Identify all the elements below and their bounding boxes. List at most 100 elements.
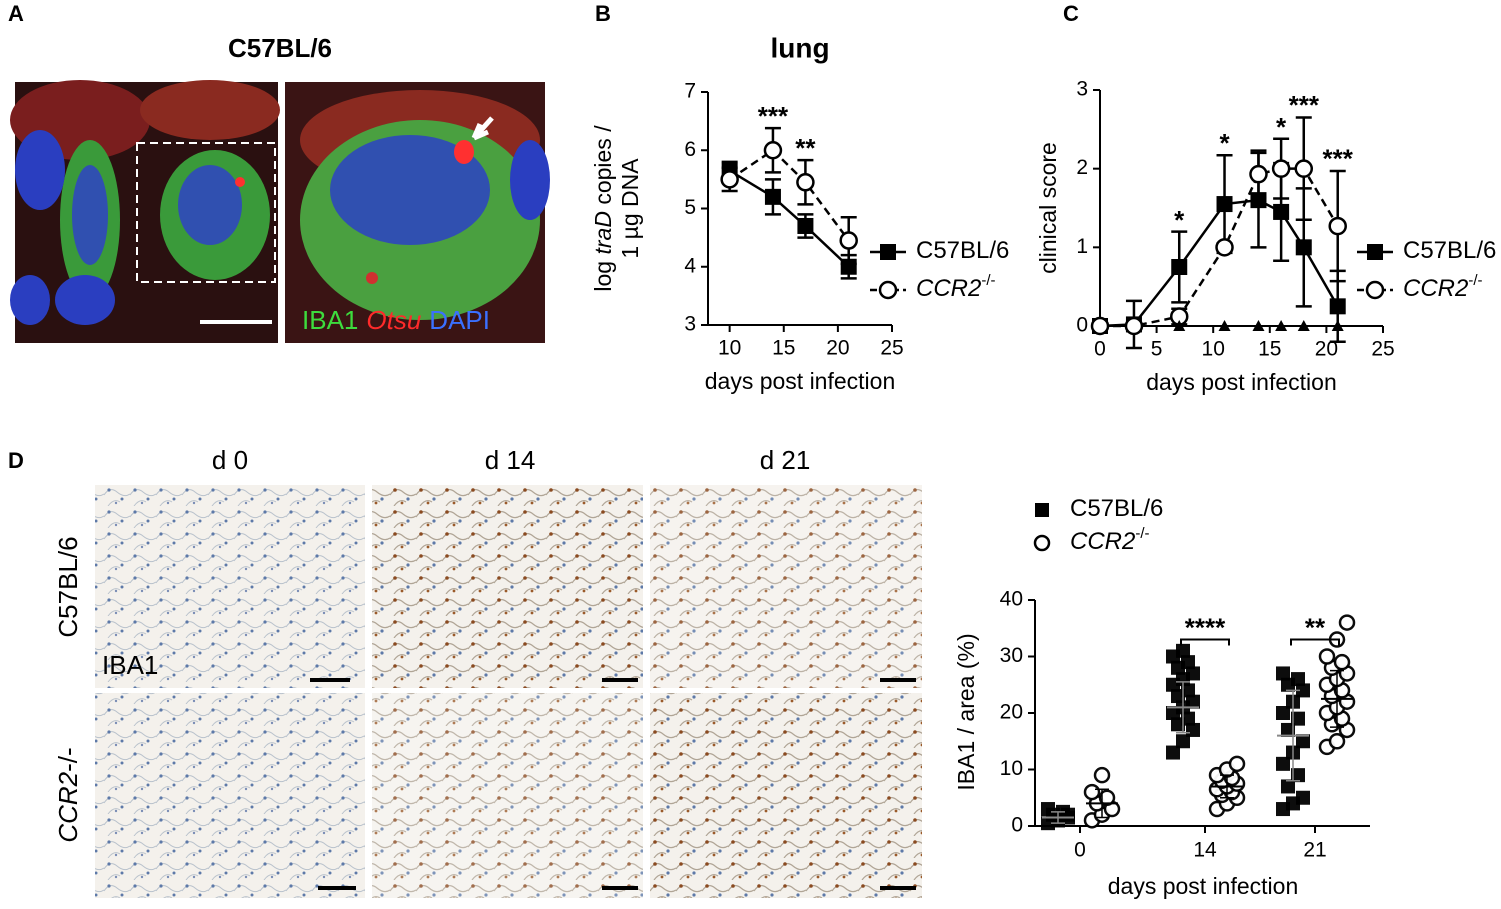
marker	[1273, 203, 1290, 220]
legend-name: CCR2	[1070, 528, 1135, 555]
row-label: C57BL/6	[53, 536, 83, 637]
x-tick-label: 15	[772, 337, 795, 360]
x-tick-label: 21	[1303, 839, 1326, 862]
x-tick-label: 20	[826, 337, 849, 360]
marker	[1271, 159, 1291, 178]
marker	[1181, 683, 1195, 698]
column-title: d 21	[760, 445, 811, 475]
marker	[1296, 683, 1310, 698]
marker	[1181, 655, 1195, 670]
y-label-part: 1 µg DNA	[617, 158, 643, 259]
legend-sup: -/-	[1468, 272, 1482, 289]
marker	[1249, 164, 1268, 184]
marker	[1098, 789, 1116, 806]
micrographs-d	[95, 485, 922, 898]
legend-label: C57BL/6	[916, 237, 1009, 264]
chart-title: lung	[770, 32, 829, 63]
y-tick-label: 1	[1076, 235, 1088, 258]
marker	[1083, 783, 1101, 801]
legend-name: C57BL/6	[1070, 495, 1163, 522]
y-tick-label: 3	[684, 313, 696, 336]
column-title: d 14	[485, 445, 536, 475]
sd-bar	[1051, 811, 1065, 824]
marker	[1296, 790, 1310, 805]
y-tick-label: 40	[1000, 588, 1023, 611]
marker	[1291, 672, 1305, 687]
marker	[763, 141, 783, 160]
marker	[1291, 711, 1305, 726]
marker	[1294, 159, 1314, 178]
legend-label: C57BL/6	[1403, 237, 1496, 264]
y-tick-label: 5	[684, 196, 696, 219]
legend-marker	[1367, 244, 1383, 260]
row-label: CCR2-/-	[53, 747, 83, 842]
y-label-part: log	[590, 255, 616, 292]
panel-letter: A	[8, 1, 24, 26]
legend-label: CCR2-/-	[1070, 525, 1150, 555]
triangle-marker	[1297, 320, 1310, 331]
legend-marker	[1365, 280, 1385, 300]
marker	[1090, 316, 1110, 336]
legend-sup: -/-	[981, 272, 995, 289]
y-axis-label: 1 µg DNA	[617, 158, 643, 259]
marker	[1329, 298, 1346, 315]
marker	[1318, 648, 1336, 665]
y-axis-label: IBA1 / area (%)	[953, 633, 979, 790]
marker	[1276, 706, 1290, 720]
row-label-part: C57BL/6	[53, 536, 83, 637]
bracket	[1180, 638, 1230, 646]
marker	[1181, 711, 1195, 726]
marker	[1124, 316, 1144, 336]
x-tick-label: 20	[1315, 338, 1338, 361]
marker	[1281, 779, 1295, 794]
legend-label: CCR2-/-	[916, 272, 996, 302]
triangle-marker	[1252, 320, 1265, 331]
y-tick-label: 4	[684, 254, 696, 277]
significance: ****	[1185, 612, 1226, 642]
x-tick-label: 0	[1074, 839, 1086, 862]
legend-label: CCR2-/-	[1403, 272, 1483, 302]
triangle-marker	[1218, 320, 1231, 331]
x-axis-label: days post infection	[1146, 369, 1337, 395]
marker	[1328, 733, 1346, 750]
y-tick-label: 2	[1076, 156, 1088, 179]
significance: *	[1276, 112, 1287, 142]
marker	[1328, 216, 1347, 236]
y-axis-label: log traD copies /	[590, 125, 616, 292]
y-tick-label: 0	[1011, 814, 1023, 837]
marker	[797, 217, 814, 234]
significance: ***	[1323, 144, 1354, 174]
marker	[1281, 722, 1295, 737]
legend-marker	[1035, 503, 1049, 517]
marker	[1186, 666, 1200, 681]
y-tick-label: 7	[684, 80, 696, 103]
legend-name: CCR2	[1403, 275, 1468, 302]
row-label-part: -/-	[53, 747, 83, 772]
marker	[1216, 196, 1233, 213]
bracket	[1290, 638, 1340, 646]
marker	[1276, 756, 1290, 771]
y-axis-label: clinical score	[1035, 142, 1061, 274]
stain-label: IBA1	[102, 650, 158, 680]
y-tick-label: 10	[1000, 757, 1023, 780]
marker	[1176, 734, 1190, 749]
x-tick-label: 15	[1258, 338, 1281, 361]
legend-name: C57BL/6	[1403, 237, 1496, 264]
legend-marker	[880, 244, 896, 260]
marker	[1276, 666, 1290, 681]
significance: ***	[1289, 90, 1320, 120]
significance: *	[1219, 128, 1230, 158]
sd-bar	[1220, 774, 1234, 799]
significance: **	[1305, 612, 1326, 642]
triangle-marker	[1173, 320, 1186, 331]
marker	[720, 170, 739, 189]
x-tick-label: 25	[880, 337, 903, 360]
stain-label: IBA1	[302, 305, 358, 335]
marker	[1296, 734, 1310, 749]
y-tick-label: 20	[1000, 701, 1023, 724]
marker	[1333, 653, 1351, 671]
column-title: d 0	[212, 445, 248, 475]
series-line	[728, 169, 850, 268]
x-tick-label: 5	[1151, 338, 1163, 361]
